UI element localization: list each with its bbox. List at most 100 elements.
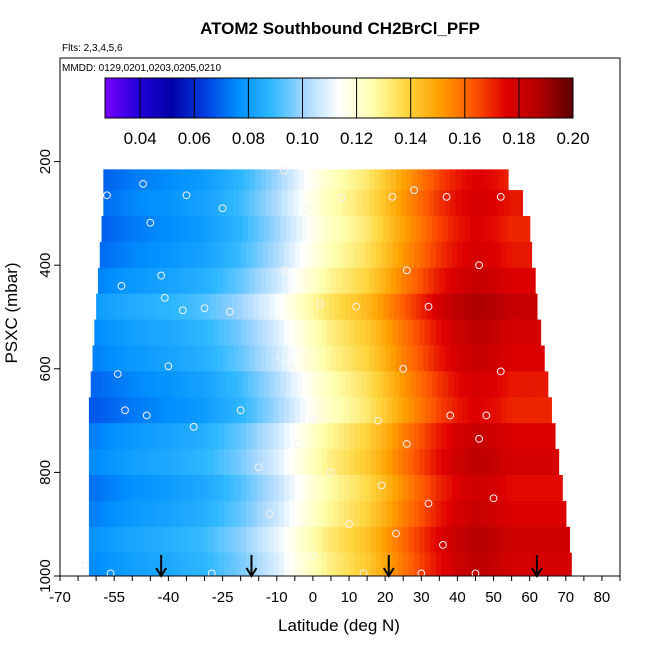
y-tick-label: 400 [37,253,54,278]
heatmap-cell [106,293,113,321]
heatmap-cell [414,319,421,347]
heatmap-cell [495,552,502,576]
heatmap-cell [300,241,307,269]
colorbar-tick-label: 0.06 [178,129,211,148]
heatmap-cell [522,423,529,450]
heatmap-cell [121,319,128,347]
heatmap-cell [522,241,529,269]
sample-marker [280,167,288,175]
heatmap-cell [251,241,258,269]
heatmap-cell [173,169,180,191]
heatmap-cell [473,241,480,269]
heatmap-cell [482,267,489,295]
heatmap-cell [202,526,209,554]
heatmap-cell [383,371,390,398]
heatmap-cell [125,169,132,191]
heatmap-cell [471,169,478,191]
heatmap-cell [381,474,388,502]
heatmap-cell [394,293,401,321]
heatmap-cell [441,449,448,476]
heatmap-cell [354,474,361,502]
sample-marker [337,193,346,202]
heatmap-cell [117,371,124,398]
heatmap-cell [524,293,531,321]
heatmap-cell [262,500,269,528]
heatmap-cell [191,500,198,528]
heatmap-cell [457,500,464,528]
heatmap-cell [343,397,350,424]
heatmap-cell [359,526,366,554]
heatmap-cell [231,293,238,321]
heatmap-cell [444,267,451,295]
heatmap-cell [99,552,106,576]
heatmap-cell [363,190,370,217]
heatmap-cell [274,371,281,398]
heatmap-cell [468,319,475,347]
heatmap-cell [284,423,291,450]
heatmap-cell [329,371,336,398]
heatmap-cell [218,397,225,424]
heatmap-cell [526,267,533,295]
heatmap-cell [199,293,206,321]
sample-marker [352,302,361,311]
heatmap-cell [410,215,417,243]
heatmap-cell [103,267,110,295]
heatmap-cell [390,345,397,372]
heatmap-cell [126,500,133,528]
y-tick-label: 600 [37,356,54,381]
heatmap-cell [441,319,448,347]
heatmap-cell [170,423,177,450]
colorbar-tick-label: 0.08 [232,129,265,148]
heatmap-cell [128,293,135,321]
heatmap-cell [498,190,505,217]
sample-marker [280,266,288,275]
heatmap-cell [262,319,269,347]
heatmap-cell [372,293,379,321]
heatmap-cell [278,449,285,476]
heatmap-cell [162,169,169,191]
heatmap-cell [430,397,437,424]
heatmap-cell [244,267,251,295]
heatmap-cell [513,293,520,321]
heatmap-cell [464,293,471,321]
heatmap-cell [414,449,421,476]
heatmap-cell [386,241,393,269]
heatmap-cell [320,190,327,217]
heatmap-cell [533,319,540,347]
heatmap-cell [291,371,298,398]
heatmap-cell [143,526,150,554]
heatmap-cell [157,190,164,217]
heatmap-cell [415,371,422,398]
heatmap-cell [381,526,388,554]
heatmap-cell [396,169,403,191]
heatmap-cell [403,449,410,476]
heatmap-cell [414,423,421,450]
heatmap-cell [116,397,123,424]
heatmap-cell [242,293,249,321]
heatmap-cell [538,474,545,502]
heatmap-cell [560,552,567,576]
heatmap-cell [135,169,142,191]
heatmap-cell [305,319,312,347]
heatmap-cell [195,267,202,295]
heatmap-cell [363,345,370,372]
heatmap-cell [175,449,182,476]
heatmap-cell [356,215,363,243]
heatmap-cell [338,241,345,269]
colorbar-tick-label: 0.20 [556,129,589,148]
heatmap-cell [327,526,334,554]
heatmap-cell [435,474,442,502]
heatmap-cell [517,500,524,528]
heatmap-cell [318,371,325,398]
heatmap-cell [410,293,417,321]
heatmap-cell [452,423,459,450]
heatmap-cell [312,293,319,321]
heatmap-cell [311,449,318,476]
sample-marker [200,304,209,313]
heatmap-cell [202,500,209,528]
heatmap-cell [260,190,267,217]
heatmap-cell [233,345,240,372]
heatmap-cell [168,345,175,372]
heatmap-cell [94,552,101,576]
heatmap-cell [256,526,263,554]
